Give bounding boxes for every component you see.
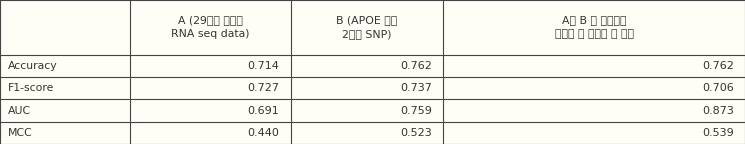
Text: 0.523: 0.523 <box>400 128 432 138</box>
Text: F1-score: F1-score <box>7 83 54 93</box>
Text: AUC: AUC <box>7 106 31 115</box>
Text: 0.762: 0.762 <box>400 61 432 71</box>
Text: 0.759: 0.759 <box>400 106 432 115</box>
Text: B (APOE 관련
2개의 SNP): B (APOE 관련 2개의 SNP) <box>336 15 398 39</box>
Text: 0.714: 0.714 <box>247 61 279 71</box>
Text: MCC: MCC <box>7 128 32 138</box>
Text: 0.706: 0.706 <box>702 83 734 93</box>
Text: 0.440: 0.440 <box>247 128 279 138</box>
Text: 0.873: 0.873 <box>702 106 734 115</box>
Text: Accuracy: Accuracy <box>7 61 57 71</box>
Text: 0.762: 0.762 <box>702 61 734 71</box>
Text: 0.737: 0.737 <box>400 83 432 93</box>
Text: 0.691: 0.691 <box>247 106 279 115</box>
Text: A와 B 각 백분위를
표준화 후 앙상블 한 결과: A와 B 각 백분위를 표준화 후 앙상블 한 결과 <box>554 15 634 39</box>
Text: 0.539: 0.539 <box>702 128 734 138</box>
Text: 0.727: 0.727 <box>247 83 279 93</box>
Text: A (29개의 유전자
RNA seq data): A (29개의 유전자 RNA seq data) <box>171 15 250 39</box>
